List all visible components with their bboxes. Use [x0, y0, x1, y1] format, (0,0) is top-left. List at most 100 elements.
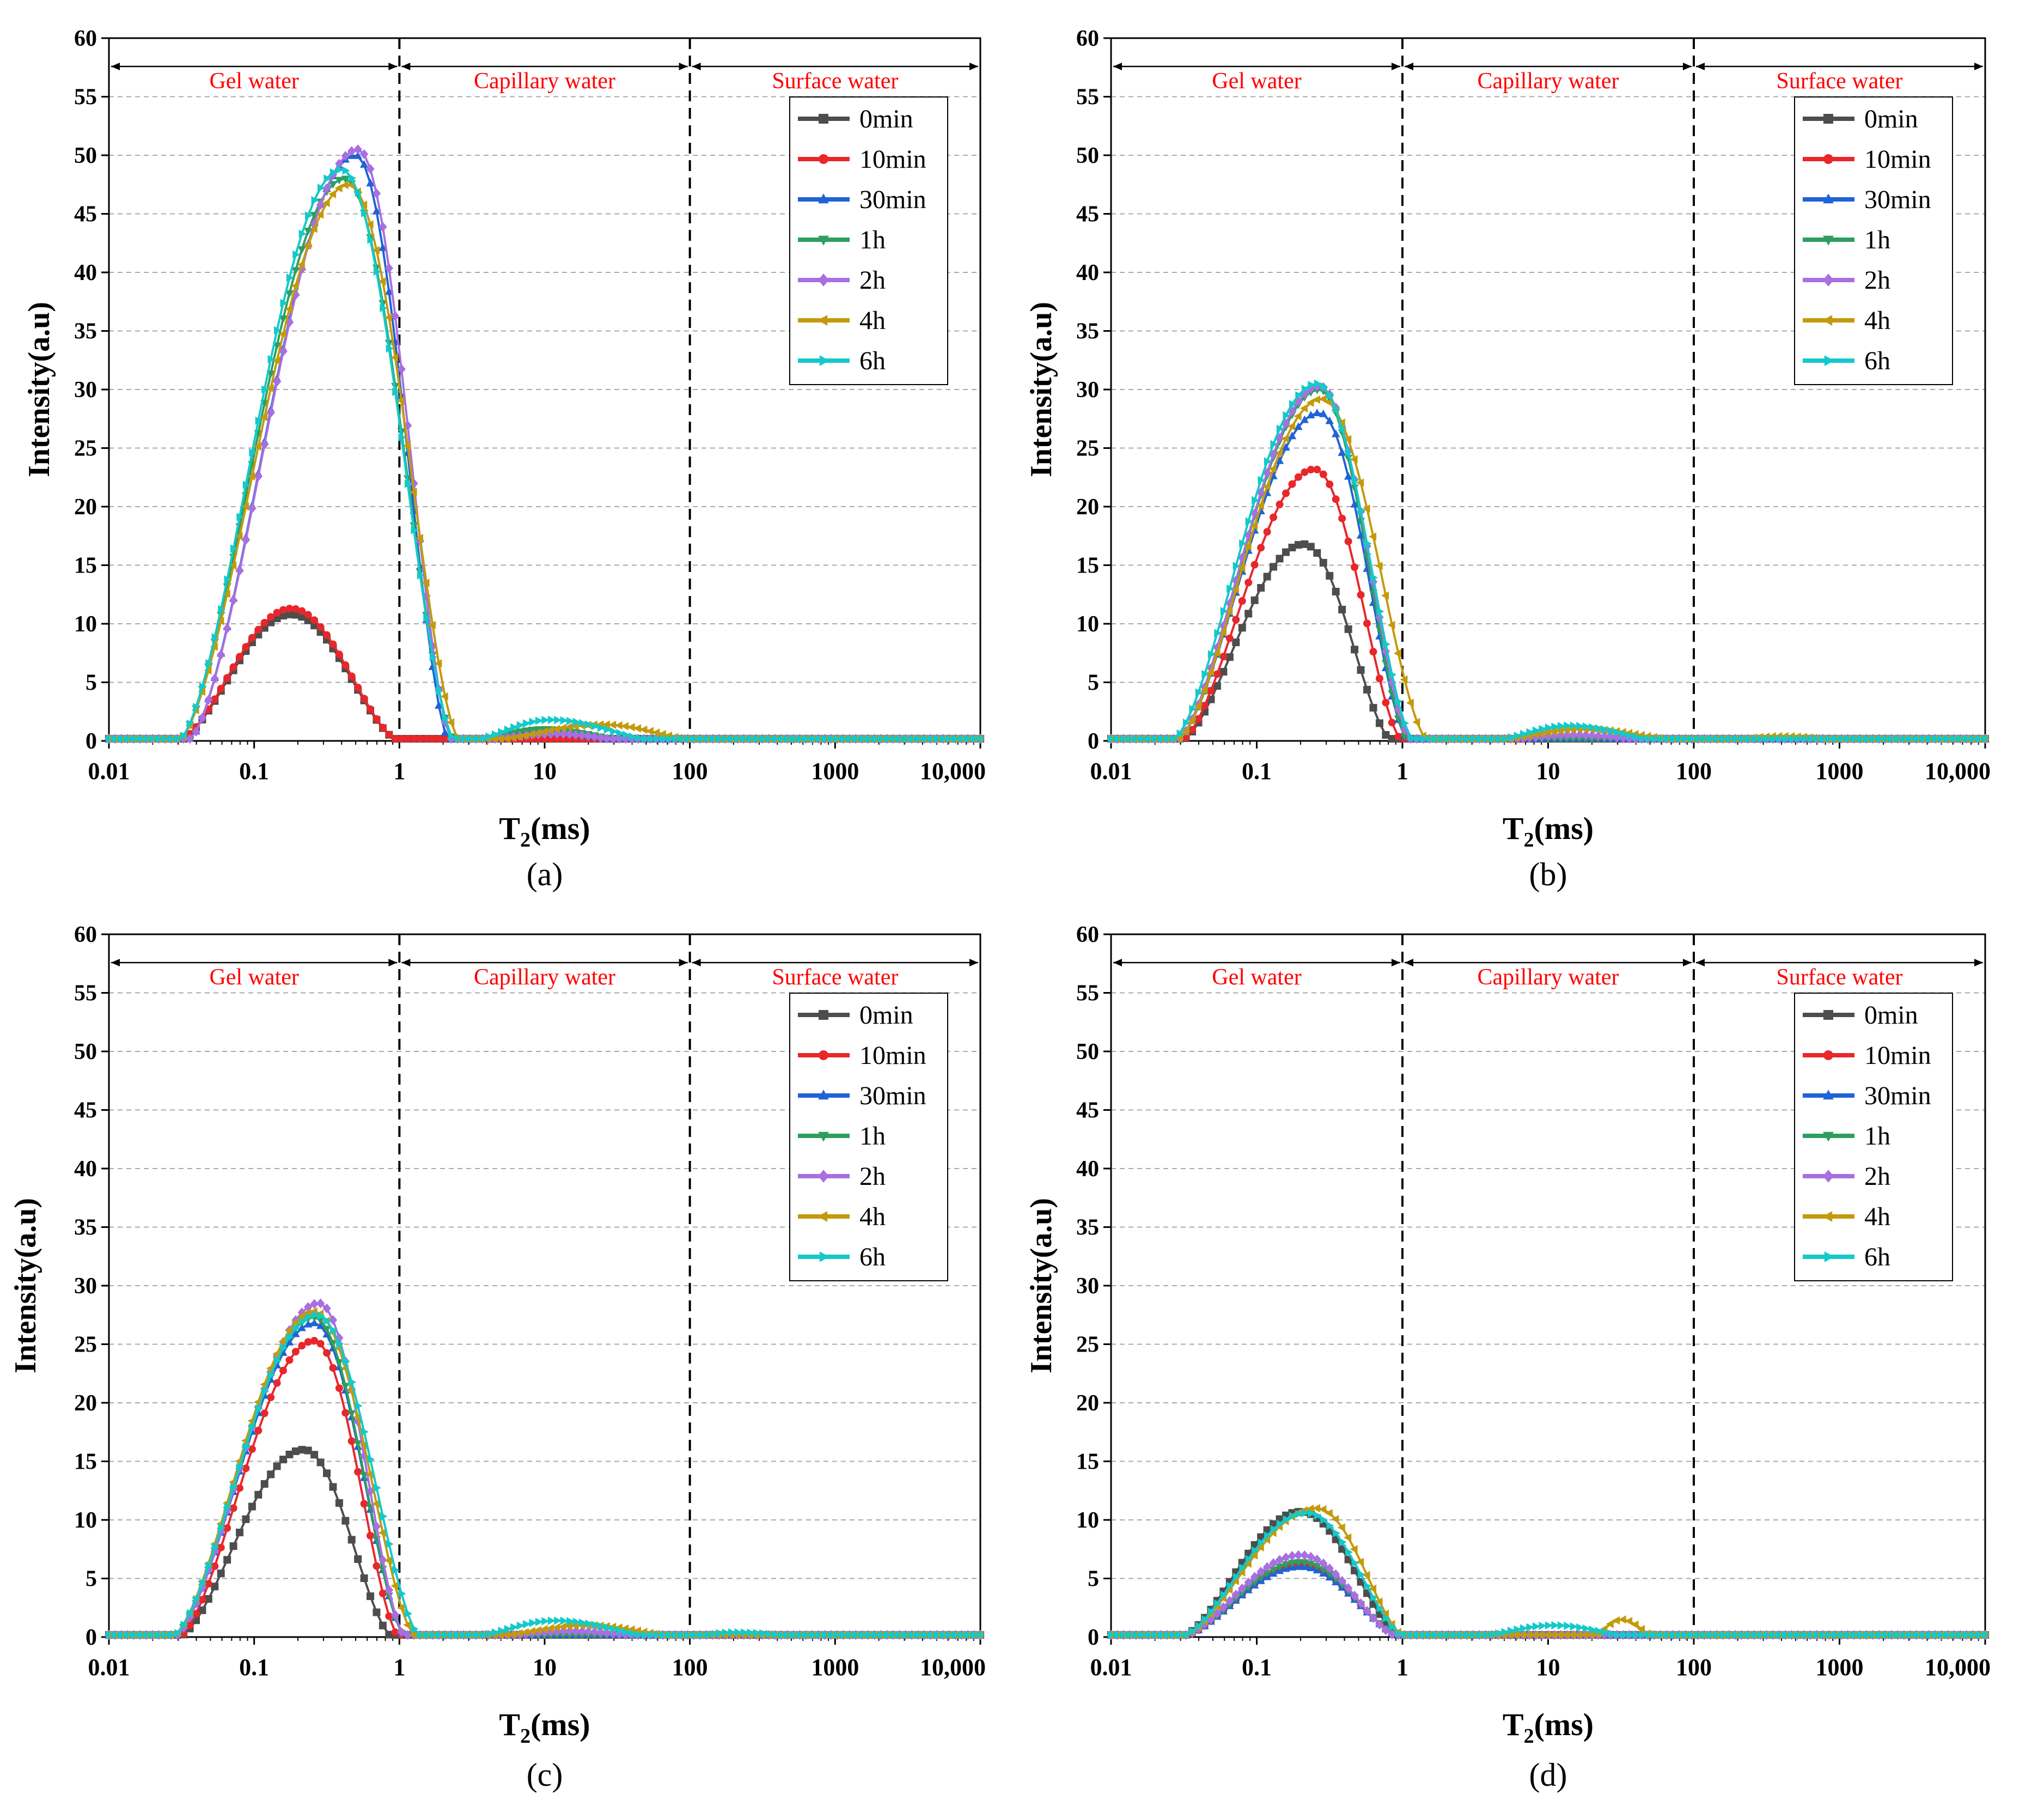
data-point: [608, 720, 617, 729]
data-point: [859, 734, 867, 743]
data-point: [441, 735, 449, 743]
data-point: [1589, 1625, 1597, 1634]
data-point: [1581, 1631, 1589, 1639]
data-point: [902, 1631, 911, 1639]
data-point: [162, 734, 170, 743]
data-point: [1670, 734, 1678, 743]
data-point: [1344, 625, 1352, 633]
data-point: [1182, 1631, 1191, 1639]
series-10min: [105, 1337, 984, 1639]
data-point: [1201, 1615, 1210, 1624]
region-label: Surface water: [772, 69, 898, 94]
data-point: [429, 735, 437, 743]
data-point: [211, 1583, 219, 1591]
region-label: Surface water: [772, 965, 898, 990]
data-point: [248, 1445, 256, 1453]
data-point: [230, 1483, 238, 1492]
data-point: [647, 1631, 655, 1639]
y-tick-label: 45: [1076, 1098, 1099, 1123]
data-point: [1350, 455, 1358, 464]
legend-marker: [817, 315, 828, 326]
data-point: [131, 734, 139, 743]
data-point: [1176, 1631, 1185, 1639]
data-point: [927, 1631, 935, 1639]
data-point: [1145, 734, 1154, 743]
data-point: [1801, 1631, 1809, 1639]
data-point: [380, 1512, 388, 1521]
data-point: [316, 1340, 325, 1348]
legend-label: 30min: [859, 185, 926, 214]
data-point: [336, 165, 344, 174]
data-point: [1213, 682, 1221, 690]
data-point: [639, 725, 648, 734]
data-point: [335, 1384, 343, 1392]
data-point: [634, 1630, 643, 1639]
data-point: [131, 1631, 139, 1639]
data-point: [1364, 1581, 1372, 1591]
data-point: [273, 1356, 282, 1365]
data-point: [534, 1626, 542, 1635]
data-point: [1214, 629, 1222, 637]
data-point: [541, 1617, 550, 1626]
data-point: [1870, 1631, 1878, 1639]
data-point: [1289, 1512, 1297, 1520]
data-point: [322, 198, 330, 208]
data-point: [672, 1631, 680, 1639]
legend-label: 0min: [1864, 105, 1918, 133]
data-point: [1300, 1559, 1309, 1567]
data-point: [1313, 408, 1322, 416]
data-point: [248, 503, 257, 514]
data-point: [291, 605, 300, 613]
data-point: [460, 734, 468, 743]
data-point: [199, 682, 207, 691]
data-point: [535, 716, 543, 725]
data-point: [292, 1324, 301, 1333]
data-point: [765, 734, 773, 743]
data-point: [1607, 1629, 1615, 1638]
data-point: [260, 618, 269, 626]
data-point: [297, 1307, 306, 1318]
y-tick-label: 30: [1076, 1274, 1099, 1299]
data-point: [747, 734, 755, 743]
x-tick-label: 10: [533, 758, 557, 784]
data-point: [1556, 730, 1565, 740]
y-tick-label: 50: [1076, 1039, 1099, 1064]
region-label: Gel water: [209, 965, 298, 990]
data-point: [1888, 1631, 1896, 1639]
data-point: [1268, 465, 1277, 473]
data-point: [890, 734, 898, 743]
data-point: [1663, 1631, 1671, 1639]
data-point: [1645, 734, 1653, 743]
data-point: [199, 1579, 207, 1588]
data-point: [149, 1631, 157, 1639]
data-point: [180, 1620, 188, 1629]
data-point: [1126, 734, 1134, 743]
x-tick-label: 0.1: [1242, 758, 1272, 784]
data-point: [253, 442, 261, 451]
data-point: [1313, 549, 1321, 557]
data-point: [248, 1502, 256, 1511]
data-point: [404, 1609, 412, 1618]
data-point: [1606, 1620, 1614, 1628]
data-point: [796, 734, 804, 743]
data-point: [509, 1630, 517, 1639]
data-point: [1158, 1631, 1166, 1639]
data-point: [397, 364, 406, 374]
data-point: [516, 1621, 524, 1630]
data-point: [235, 532, 243, 541]
data-point: [1588, 731, 1596, 741]
data-point: [1938, 1631, 1947, 1639]
y-tick-label: 5: [1088, 671, 1099, 696]
data-point: [342, 166, 350, 175]
data-point: [1982, 734, 1990, 743]
x-tick-label: 100: [1676, 1654, 1712, 1681]
data-point: [828, 734, 836, 743]
data-point: [1320, 1516, 1328, 1524]
data-point: [1632, 1631, 1640, 1639]
data-point: [939, 734, 948, 743]
legend: 0min 10min 30min 1h 2h 4h 6h: [789, 96, 948, 385]
data-point: [1801, 734, 1809, 743]
data-point: [603, 1623, 612, 1632]
data-point: [852, 734, 861, 743]
data-point: [322, 183, 331, 193]
